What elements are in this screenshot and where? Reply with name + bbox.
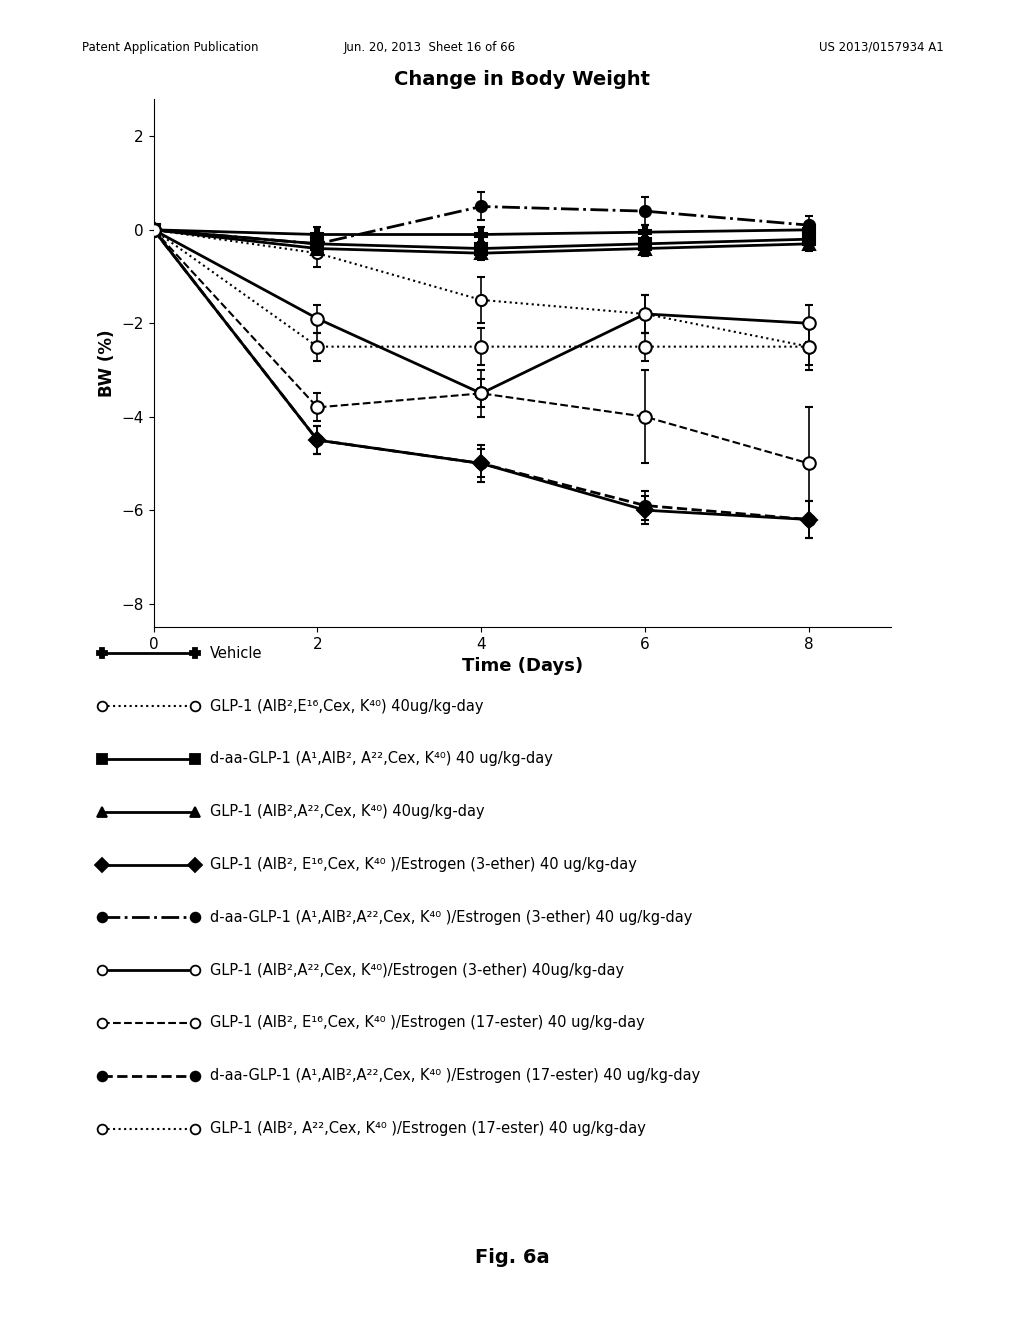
Text: US 2013/0157934 A1: US 2013/0157934 A1: [819, 41, 944, 54]
Text: Jun. 20, 2013  Sheet 16 of 66: Jun. 20, 2013 Sheet 16 of 66: [344, 41, 516, 54]
Text: GLP-1 (AIB², E¹⁶,Cex, K⁴⁰ )/Estrogen (17-ester) 40 ug/kg-day: GLP-1 (AIB², E¹⁶,Cex, K⁴⁰ )/Estrogen (17…: [210, 1015, 645, 1031]
Text: d-aa-GLP-1 (A¹,AIB²,A²²,Cex, K⁴⁰ )/Estrogen (17-ester) 40 ug/kg-day: d-aa-GLP-1 (A¹,AIB²,A²²,Cex, K⁴⁰ )/Estro…: [210, 1068, 700, 1084]
Text: d-aa-GLP-1 (A¹,AIB²,A²²,Cex, K⁴⁰ )/Estrogen (3-ether) 40 ug/kg-day: d-aa-GLP-1 (A¹,AIB²,A²²,Cex, K⁴⁰ )/Estro…: [210, 909, 692, 925]
Text: GLP-1 (AIB²,A²²,Cex, K⁴⁰) 40ug/kg-day: GLP-1 (AIB²,A²²,Cex, K⁴⁰) 40ug/kg-day: [210, 804, 484, 820]
Text: Vehicle: Vehicle: [210, 645, 262, 661]
Text: Fig. 6a: Fig. 6a: [475, 1249, 549, 1267]
Text: GLP-1 (AIB², A²²,Cex, K⁴⁰ )/Estrogen (17-ester) 40 ug/kg-day: GLP-1 (AIB², A²²,Cex, K⁴⁰ )/Estrogen (17…: [210, 1121, 646, 1137]
Title: Change in Body Weight: Change in Body Weight: [394, 70, 650, 90]
Text: GLP-1 (AIB²,E¹⁶,Cex, K⁴⁰) 40ug/kg-day: GLP-1 (AIB²,E¹⁶,Cex, K⁴⁰) 40ug/kg-day: [210, 698, 483, 714]
X-axis label: Time (Days): Time (Days): [462, 657, 583, 676]
Text: d-aa-GLP-1 (A¹,AIB², A²²,Cex, K⁴⁰) 40 ug/kg-day: d-aa-GLP-1 (A¹,AIB², A²²,Cex, K⁴⁰) 40 ug…: [210, 751, 553, 767]
Y-axis label: BW (%): BW (%): [98, 329, 116, 397]
Text: GLP-1 (AIB², E¹⁶,Cex, K⁴⁰ )/Estrogen (3-ether) 40 ug/kg-day: GLP-1 (AIB², E¹⁶,Cex, K⁴⁰ )/Estrogen (3-…: [210, 857, 637, 873]
Text: GLP-1 (AIB²,A²²,Cex, K⁴⁰)/Estrogen (3-ether) 40ug/kg-day: GLP-1 (AIB²,A²²,Cex, K⁴⁰)/Estrogen (3-et…: [210, 962, 624, 978]
Text: Patent Application Publication: Patent Application Publication: [82, 41, 258, 54]
